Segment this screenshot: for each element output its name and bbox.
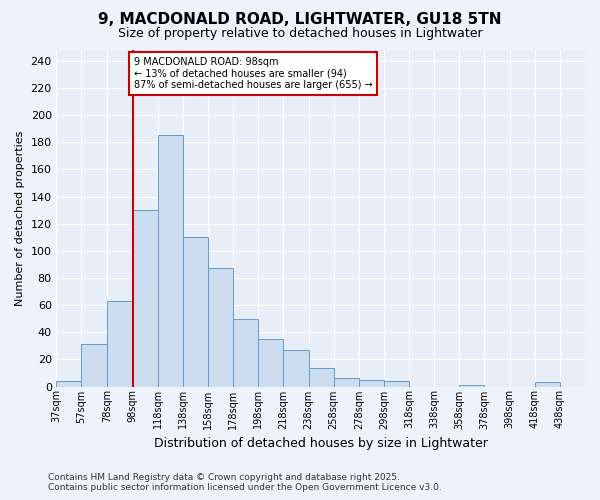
Bar bbox=[535, 382, 560, 386]
Bar bbox=[460, 385, 484, 386]
Bar bbox=[81, 344, 107, 387]
Bar bbox=[334, 378, 359, 386]
Bar bbox=[183, 238, 208, 386]
Bar bbox=[56, 381, 81, 386]
Text: Size of property relative to detached houses in Lightwater: Size of property relative to detached ho… bbox=[118, 28, 482, 40]
Y-axis label: Number of detached properties: Number of detached properties bbox=[15, 130, 25, 306]
Bar bbox=[384, 381, 409, 386]
Bar bbox=[107, 301, 133, 386]
Bar bbox=[359, 380, 384, 386]
Text: Contains HM Land Registry data © Crown copyright and database right 2025.
Contai: Contains HM Land Registry data © Crown c… bbox=[48, 473, 442, 492]
Text: 9, MACDONALD ROAD, LIGHTWATER, GU18 5TN: 9, MACDONALD ROAD, LIGHTWATER, GU18 5TN bbox=[98, 12, 502, 28]
Bar bbox=[158, 136, 183, 386]
X-axis label: Distribution of detached houses by size in Lightwater: Distribution of detached houses by size … bbox=[154, 437, 487, 450]
Bar bbox=[233, 318, 258, 386]
Bar bbox=[308, 368, 334, 386]
Bar bbox=[283, 350, 308, 387]
Bar bbox=[133, 210, 158, 386]
Bar bbox=[258, 339, 283, 386]
Bar bbox=[208, 268, 233, 386]
Text: 9 MACDONALD ROAD: 98sqm
← 13% of detached houses are smaller (94)
87% of semi-de: 9 MACDONALD ROAD: 98sqm ← 13% of detache… bbox=[134, 57, 373, 90]
